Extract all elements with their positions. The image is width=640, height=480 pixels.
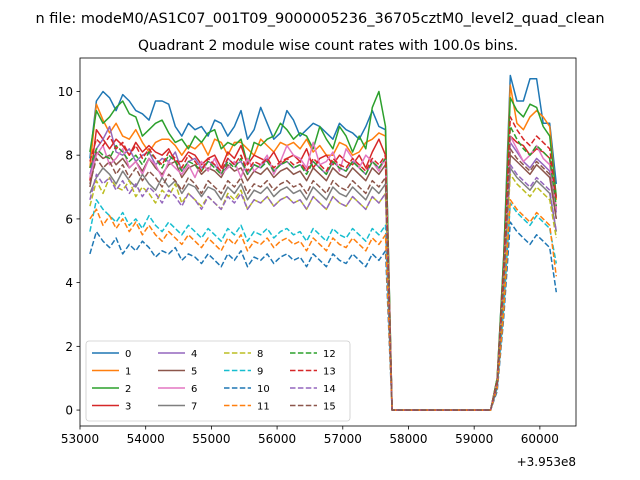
plot-area: 53000 54000 55000 56000 57000 58000 59000 60000…	[58, 57, 577, 446]
legend-label-2: 2	[125, 384, 131, 395]
legend-label-1: 1	[125, 367, 131, 378]
legend-label-9: 9	[257, 367, 263, 378]
legend-label-0: 0	[125, 349, 131, 360]
x-tick-label: 53000	[61, 432, 99, 446]
y-tick-label: 4	[65, 276, 73, 290]
legend-label-4: 4	[191, 349, 197, 360]
x-tick-label: 59000	[455, 432, 493, 446]
x-tick-label: 60000	[521, 432, 559, 446]
x-tick-label: 54000	[127, 432, 165, 446]
legend-label-6: 6	[191, 384, 197, 395]
legend-label-15: 15	[323, 402, 336, 413]
legend-label-13: 13	[323, 367, 336, 378]
legend-label-8: 8	[257, 349, 263, 360]
x-tick-label: 57000	[324, 432, 362, 446]
series-line-15	[89, 148, 558, 411]
x-tick-label: 58000	[389, 432, 427, 446]
legend-label-11: 11	[257, 402, 270, 413]
y-tick-label: 8	[65, 149, 73, 163]
legend-label-12: 12	[323, 349, 336, 360]
y-tick-label: 6	[65, 212, 73, 226]
y-tick-label: 0	[65, 404, 73, 418]
legend-label-3: 3	[125, 402, 131, 413]
x-tick-label: 55000	[192, 432, 230, 446]
y-tick-label: 10	[58, 85, 73, 99]
chart-title: Quadrant 2 module wise count rates with …	[138, 38, 518, 54]
legend-label-14: 14	[323, 384, 336, 395]
legend-label-10: 10	[257, 384, 270, 395]
legend-label-5: 5	[191, 367, 197, 378]
legend-label-7: 7	[191, 402, 197, 413]
legend-box	[85, 340, 351, 422]
axes-frame	[79, 57, 577, 427]
x-offset-label: +3.953e8	[517, 455, 576, 469]
figure-suptitle: n file: modeM0/AS1C07_001T09_9000005236_…	[35, 11, 604, 27]
y-tick-label: 2	[65, 340, 73, 354]
x-tick-label: 56000	[258, 432, 296, 446]
